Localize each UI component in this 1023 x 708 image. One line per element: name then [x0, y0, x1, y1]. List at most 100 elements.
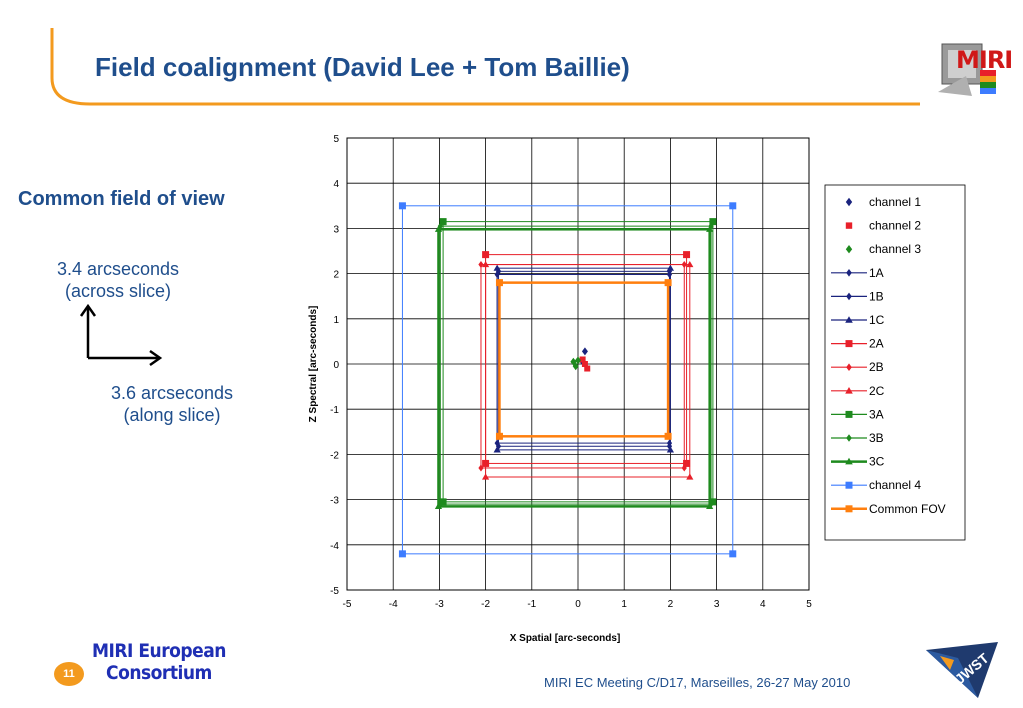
slide-number-badge: 11: [54, 662, 84, 686]
y-tick-label: -4: [330, 541, 339, 552]
note-across-line2: (across slice): [64, 281, 171, 301]
corner-marker: [729, 550, 737, 558]
legend-marker: [845, 410, 853, 418]
corner-marker: [709, 498, 717, 506]
note-along-line2: (along slice): [123, 405, 221, 425]
chart-points: [570, 347, 591, 372]
legend-label: 3B: [869, 431, 884, 445]
corner-marker: [666, 442, 673, 450]
legend-marker: [846, 292, 852, 301]
corner-marker: [434, 225, 443, 232]
legend-label: 3C: [869, 455, 885, 469]
series-rect-2c: [485, 264, 691, 478]
corner-marker: [495, 279, 503, 287]
series-rect-common-fov: [498, 281, 670, 438]
y-tick-label: -2: [330, 450, 339, 461]
corner-marker: [493, 264, 501, 271]
legend-marker: [846, 434, 852, 442]
legend-item: channel 4: [831, 478, 921, 492]
y-axis-label: Z Spectral [arc-seconds]: [308, 306, 319, 423]
series-rect-channel-4: [401, 205, 734, 555]
y-tick-label: 4: [333, 179, 339, 190]
corner-marker: [708, 222, 714, 230]
corner-marker: [398, 550, 406, 558]
y-tick-label: -5: [330, 586, 339, 597]
chart-legend: channel 1 channel 2 channel 3 1A 1B 1C 2A 2B 2C 3…: [824, 184, 966, 541]
legend-marker: [846, 363, 852, 371]
legend-item: 2B: [831, 360, 884, 374]
corner-marker: [729, 202, 737, 210]
legend-item: channel 2: [845, 219, 921, 233]
x-tick-label: 4: [760, 599, 766, 610]
corner-marker: [478, 464, 484, 472]
note-along-slice: 3.6 arcseconds (along slice): [72, 382, 272, 426]
corner-marker: [664, 279, 672, 287]
corner-marker: [683, 251, 691, 259]
legend-label: 1C: [869, 313, 885, 327]
note-across-line1: 3.4 arcseconds: [56, 259, 180, 279]
legend-label: channel 3: [869, 242, 921, 256]
series-rect-3c: [437, 228, 711, 508]
corner-marker: [706, 502, 714, 509]
corner-marker: [495, 442, 502, 450]
corner-marker: [439, 498, 447, 506]
corner-marker: [666, 264, 674, 271]
corner-marker: [709, 218, 717, 226]
org-line1: MIRI European: [92, 640, 226, 662]
corner-marker: [681, 464, 687, 472]
data-point-channel-3: [572, 362, 579, 371]
y-tick-label: -1: [330, 405, 339, 416]
legend-marker: [845, 457, 853, 465]
series-rect-3a: [442, 221, 714, 503]
legend-label: 2C: [869, 384, 885, 398]
side-heading: Common field of view: [18, 188, 225, 210]
y-tick-label: 2: [333, 270, 339, 281]
corner-marker: [495, 432, 503, 440]
corner-marker: [482, 473, 490, 480]
x-tick-label: -2: [481, 599, 490, 610]
corner-marker: [495, 267, 502, 275]
corner-marker: [683, 459, 691, 467]
data-point-channel-2: [584, 365, 591, 372]
miri-logo-graphic: [938, 43, 996, 96]
legend-label: channel 1: [869, 195, 921, 209]
direction-arrows-icon: [79, 303, 163, 367]
legend-label: 3A: [869, 407, 884, 421]
corner-marker: [437, 500, 443, 508]
y-tick-label: -3: [330, 496, 339, 507]
legend-marker: [845, 245, 853, 254]
legend-item: 3A: [831, 407, 884, 421]
x-axis-label: X Spatial [arc-seconds]: [510, 633, 621, 644]
legend-label: 2B: [869, 360, 884, 374]
legend-item: 1B: [831, 289, 884, 303]
corner-marker: [708, 500, 714, 508]
corner-marker: [482, 260, 490, 268]
x-tick-label: 5: [806, 599, 812, 610]
jwst-logo: JWST: [926, 642, 998, 698]
corner-marker: [398, 202, 406, 210]
org-line2: Consortium: [106, 662, 212, 684]
series-rect-1c: [496, 267, 671, 451]
legend-item: 1A: [831, 266, 884, 280]
corner-marker: [666, 446, 674, 453]
y-tick-label: 1: [333, 315, 339, 326]
slide-title: Field coalignment (David Lee + Tom Baill…: [95, 52, 630, 82]
miri-logo: MIRI: [936, 40, 1013, 98]
x-tick-label: 1: [621, 599, 627, 610]
legend-label: channel 2: [869, 219, 921, 233]
legend-label: channel 4: [869, 478, 921, 492]
chart-ticks: -5 -4 -3 -2 -1 0 1 2 3 4 5 -5 -4 -3 -2 -1 0 1 2 3 4 5: [330, 134, 812, 610]
corner-marker: [666, 267, 673, 275]
x-tick-label: -1: [527, 599, 536, 610]
x-tick-label: 2: [668, 599, 674, 610]
legend-item: channel 1: [845, 195, 921, 209]
legend-marker: [846, 269, 852, 277]
x-tick-label: 3: [714, 599, 720, 610]
y-tick-label: 5: [333, 134, 339, 145]
legend-item: channel 3: [845, 242, 921, 256]
corner-marker: [664, 432, 672, 440]
legend-item: 3B: [831, 431, 884, 445]
legend-marker: [845, 222, 853, 229]
